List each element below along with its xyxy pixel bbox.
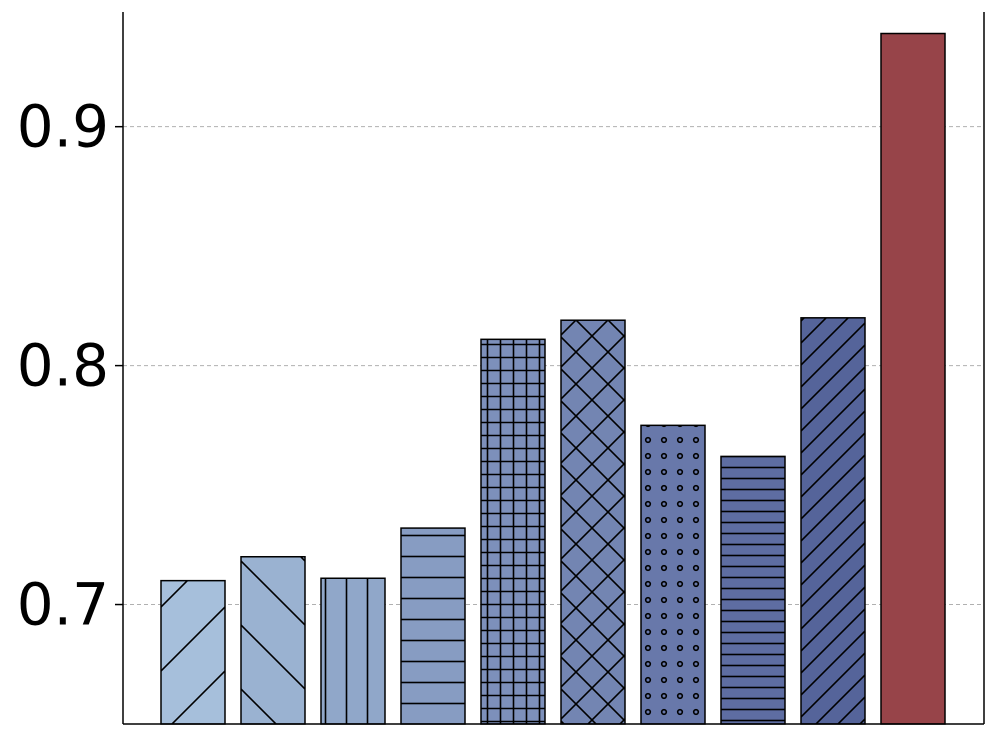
- y-tick-label: 0.7: [17, 571, 109, 639]
- y-tick-label: 0.9: [17, 93, 109, 161]
- bar: [320, 577, 386, 725]
- bar-fill: [881, 33, 945, 724]
- bar-hatch: [481, 339, 545, 724]
- y-tick-labels: 0.7 0.8 0.9: [17, 93, 109, 639]
- y-tick-label: 0.8: [17, 332, 109, 400]
- bar-hatch: [161, 580, 225, 724]
- bars: [160, 32, 946, 725]
- bar-hatch: [641, 425, 705, 724]
- axes: [115, 12, 985, 725]
- bar: [640, 424, 706, 725]
- bar-hatch: [801, 317, 865, 724]
- bar-hatch: [241, 556, 305, 724]
- bar: [880, 32, 946, 725]
- bar: [560, 319, 626, 725]
- bar-hatch: [321, 578, 385, 724]
- bar: [720, 455, 786, 725]
- bar: [800, 317, 866, 725]
- bar-hatch: [401, 528, 465, 724]
- bar: [160, 579, 226, 725]
- bar-hatch: [721, 456, 785, 724]
- bar: [240, 556, 306, 725]
- bar: [480, 338, 546, 725]
- bar: [400, 527, 466, 725]
- bar-hatch: [561, 320, 625, 724]
